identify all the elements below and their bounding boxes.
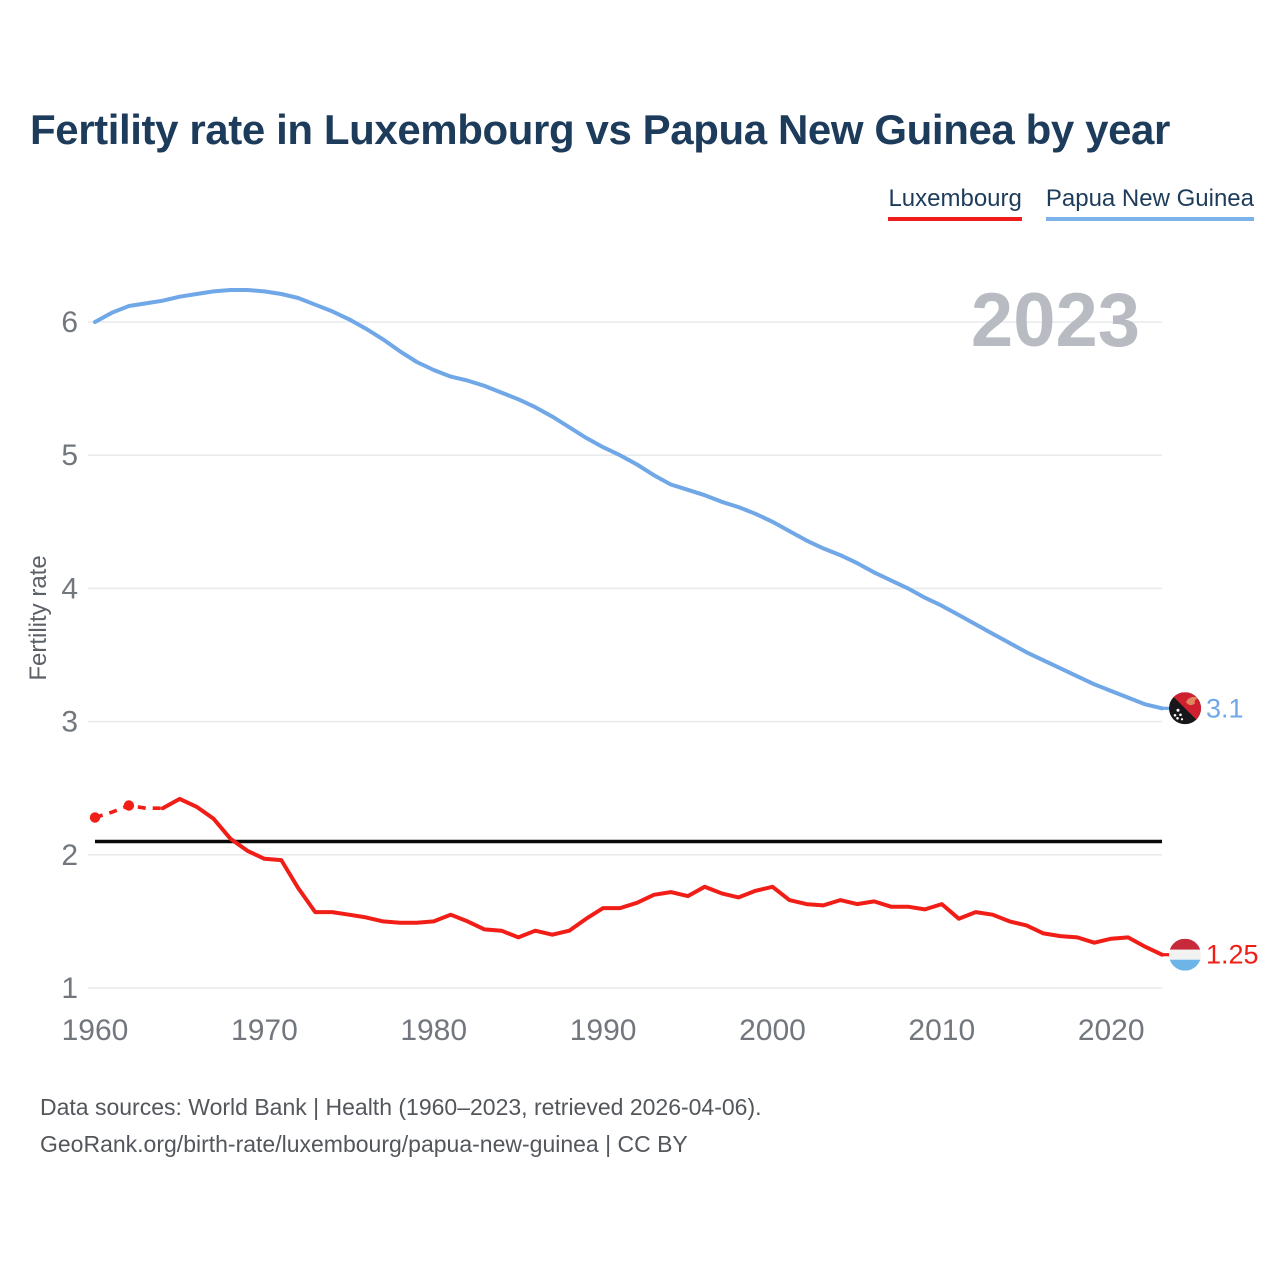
y-tick-label: 3: [61, 706, 78, 739]
luxembourg-data-point: [89, 812, 101, 823]
luxembourg-flag-icon: [1169, 938, 1201, 971]
y-tick-label: 5: [61, 439, 78, 472]
luxembourg-line: [160, 796, 1164, 957]
attribution-link-text: GeoRank.org/birth-rate/luxembourg/papua-…: [40, 1131, 688, 1157]
footer: Data sources: World Bank | Health (1960–…: [40, 1089, 762, 1163]
y-tick-label: 4: [61, 572, 78, 605]
luxembourg-data-point: [123, 800, 135, 811]
y-tick-label: 6: [61, 306, 78, 339]
legend-item-papua-new-guinea[interactable]: Papua New Guinea: [1045, 185, 1254, 221]
data-sources-text: Data sources: World Bank | Health (1960–…: [40, 1094, 762, 1120]
x-tick-label: 2020: [1078, 1014, 1145, 1047]
x-tick-label: 2010: [908, 1014, 975, 1047]
x-tick-label: 1990: [570, 1014, 637, 1047]
y-tick-label: 2: [61, 839, 78, 872]
x-tick-label: 2000: [739, 1014, 806, 1047]
papua-new-guinea-flag-icon: [1169, 692, 1201, 725]
y-tick-label: 1: [61, 972, 78, 1005]
x-tick-label: 1970: [231, 1014, 298, 1047]
papua-new-guinea-end-value-label: 3.1: [1206, 693, 1244, 723]
page-title: Fertility rate in Luxembourg vs Papua Ne…: [30, 106, 1170, 153]
y-axis-label: Fertility rate: [25, 555, 52, 680]
papua-new-guinea-line: [93, 288, 1164, 711]
x-tick-label: 1960: [62, 1014, 129, 1047]
legend-item-luxembourg[interactable]: Luxembourg: [888, 185, 1022, 221]
watermark-year: 2023: [971, 278, 1140, 363]
x-tick-label: 1980: [400, 1014, 467, 1047]
chart-legend: Luxembourg Papua New Guinea: [888, 185, 1254, 221]
luxembourg-end-value-label: 1.25: [1206, 940, 1259, 970]
